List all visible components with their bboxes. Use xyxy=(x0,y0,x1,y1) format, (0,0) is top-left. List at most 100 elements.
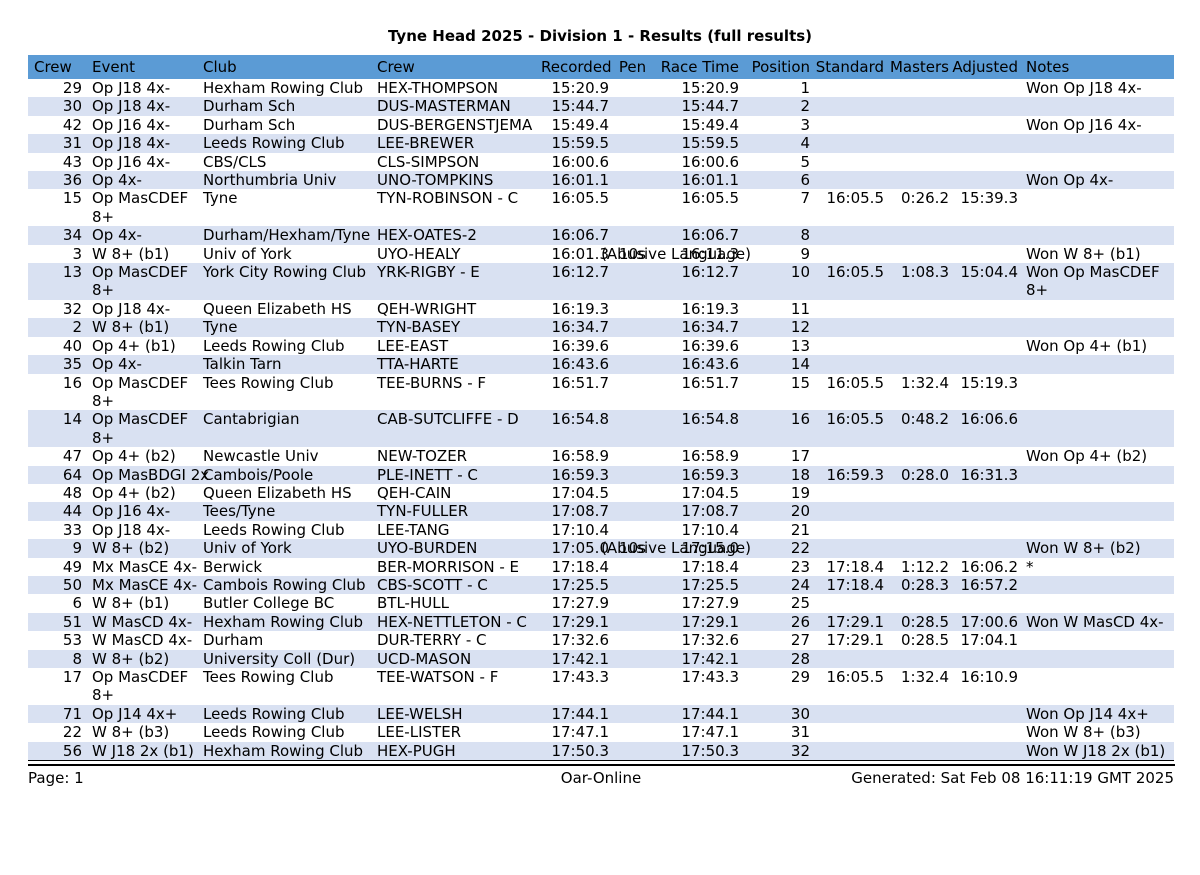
cell-club: York City Rowing Club xyxy=(203,263,366,282)
table-row: 13 Op MasCDEF 8+ York City Rowing Club Y… xyxy=(28,263,1174,300)
cell-adjusted: 16:06.2 xyxy=(960,557,1018,576)
cell-event: Op J18 4x- xyxy=(92,520,171,539)
cell-crew-number: 64 xyxy=(62,465,82,484)
cell-race-time: 17:42.1 xyxy=(681,649,739,668)
cell-event: Op MasCDEF 8+ xyxy=(92,668,189,705)
cell-crew-name: QEH-WRIGHT xyxy=(377,299,477,318)
cell-standard xyxy=(812,245,886,263)
cell-masters xyxy=(886,245,951,263)
cell-position: 6 xyxy=(800,171,810,190)
cell-recorded: 16:58.9 xyxy=(551,447,609,466)
col-header-club: Club xyxy=(203,58,237,76)
cell-adjusted xyxy=(951,705,1020,723)
cell-event: W MasCD 4x- xyxy=(92,631,193,650)
col-header-race-time: Race Time xyxy=(660,58,739,76)
cell-race-time: 17:29.1 xyxy=(681,612,739,631)
cell-pen xyxy=(611,79,654,97)
cell-crew-name: DUS-BERGENSTJEMA xyxy=(377,115,533,134)
cell-notes xyxy=(1020,668,1174,705)
cell-crew-name: HEX-OATES-2 xyxy=(377,226,477,245)
cell-crew-name: LEE-LISTER xyxy=(377,723,462,742)
cell-race-time: 16:34.7 xyxy=(681,318,739,337)
cell-race-time: 16:19.3 xyxy=(681,299,739,318)
cell-pen xyxy=(611,374,654,411)
cell-position: 28 xyxy=(790,649,810,668)
cell-position: 24 xyxy=(790,575,810,594)
cell-standard xyxy=(812,502,886,520)
table-row: 34 Op 4x- Durham/Hexham/Tyne HEX-OATES-2… xyxy=(28,226,1174,245)
cell-standard xyxy=(812,171,886,189)
cell-position: 25 xyxy=(790,594,810,613)
cell-position: 15 xyxy=(790,373,810,392)
table-row: 33 Op J18 4x- Leeds Rowing Club LEE-TANG… xyxy=(28,520,1174,540)
cell-crew-name: LEE-BREWER xyxy=(377,134,475,153)
cell-pen xyxy=(611,355,654,373)
cell-position: 11 xyxy=(790,299,810,318)
cell-position: 22 xyxy=(790,539,810,558)
table-row: 48 Op 4+ (b2) Queen Elizabeth HS QEH-CAI… xyxy=(28,483,1174,503)
cell-masters xyxy=(886,153,951,171)
cell-notes xyxy=(1020,650,1174,668)
col-header-standard: Standard xyxy=(815,58,884,76)
cell-standard xyxy=(812,594,886,612)
cell-club: Tyne xyxy=(203,189,238,208)
cell-crew-number: 56 xyxy=(62,741,82,760)
cell-event: Op J18 4x- xyxy=(92,299,171,318)
cell-masters: 1:32.4 xyxy=(901,373,949,392)
cell-position: 29 xyxy=(790,668,810,686)
cell-recorded: 17:05.0 xyxy=(551,539,609,558)
cell-crew-name: TYN-BASEY xyxy=(377,318,461,337)
cell-standard xyxy=(812,484,886,502)
col-header-adjusted: Adjusted xyxy=(952,58,1018,76)
cell-recorded: 16:06.7 xyxy=(551,226,609,245)
cell-event: Op 4+ (b2) xyxy=(92,483,176,502)
cell-event: Op 4x- xyxy=(92,171,142,190)
cell-club: Tees Rowing Club xyxy=(203,668,334,686)
cell-club: Univ of York xyxy=(203,539,292,558)
cell-crew-name: HEX-PUGH xyxy=(377,741,456,760)
cell-crew-name: UYO-BURDEN xyxy=(377,539,478,558)
cell-crew-name: UNO-TOMPKINS xyxy=(377,171,494,190)
cell-notes xyxy=(1020,189,1174,226)
cell-recorded: 17:10.4 xyxy=(551,520,609,539)
cell-position: 1 xyxy=(800,79,810,97)
cell-adjusted xyxy=(951,300,1020,318)
cell-masters xyxy=(886,742,951,760)
results-table: Crew Event Club Crew Recorded Pen Race T… xyxy=(28,55,1174,762)
col-header-pen: Pen xyxy=(618,58,647,76)
cell-standard: 17:18.4 xyxy=(826,575,884,594)
cell-standard: 17:18.4 xyxy=(826,557,884,576)
cell-crew-number: 49 xyxy=(62,557,82,576)
cell-adjusted: 15:19.3 xyxy=(960,373,1018,392)
cell-standard: 16:05.5 xyxy=(826,189,884,208)
cell-event: W 8+ (b1) xyxy=(92,244,170,263)
cell-standard: 17:29.1 xyxy=(826,631,884,650)
cell-pen xyxy=(611,134,654,152)
cell-crew-number: 30 xyxy=(62,97,82,116)
cell-notes xyxy=(1020,410,1174,447)
cell-club: Tees/Tyne xyxy=(203,502,276,521)
cell-pen xyxy=(611,668,654,705)
cell-crew-name: UYO-HEALY xyxy=(377,244,461,263)
table-row: 71 Op J14 4x+ Leeds Rowing Club LEE-WELS… xyxy=(28,704,1174,724)
cell-masters xyxy=(886,134,951,152)
cell-adjusted xyxy=(951,318,1020,336)
cell-crew-name: NEW-TOZER xyxy=(377,447,468,466)
cell-race-time: 17:27.9 xyxy=(681,594,739,613)
cell-crew-name: BTL-HULL xyxy=(377,594,449,613)
cell-crew-name: DUS-MASTERMAN xyxy=(377,97,511,116)
cell-club: Cantabrigian xyxy=(203,410,300,429)
cell-club: Queen Elizabeth HS xyxy=(203,483,352,502)
cell-recorded: 17:42.1 xyxy=(551,649,609,668)
cell-race-time: 16:00.6 xyxy=(681,152,739,171)
cell-adjusted xyxy=(951,502,1020,520)
cell-event: Op J18 4x- xyxy=(92,97,171,116)
table-row: 31 Op J18 4x- Leeds Rowing Club LEE-BREW… xyxy=(28,134,1174,153)
cell-crew-number: 16 xyxy=(62,373,82,392)
cell-standard: 16:05.5 xyxy=(826,373,884,392)
cell-crew-number: 31 xyxy=(62,134,82,153)
footer-generated: Generated: Sat Feb 08 16:11:19 GMT 2025 xyxy=(851,769,1174,788)
cell-crew-number: 33 xyxy=(62,520,82,539)
cell-event: Op 4+ (b2) xyxy=(92,447,176,466)
table-row: 17 Op MasCDEF 8+ Tees Rowing Club TEE-WA… xyxy=(28,668,1174,705)
